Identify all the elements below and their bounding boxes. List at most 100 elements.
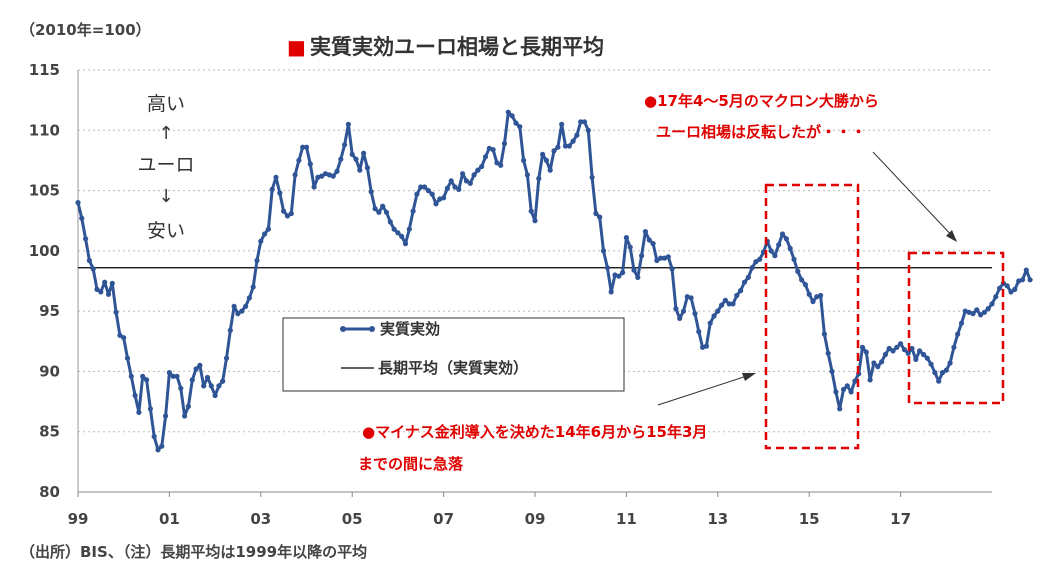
data-point — [433, 201, 439, 207]
data-point — [83, 236, 89, 242]
data-point — [665, 254, 671, 260]
data-point — [246, 295, 252, 301]
y-tick-label: 90 — [39, 362, 60, 380]
callout-negative-arrowhead — [742, 373, 756, 381]
data-point — [132, 392, 138, 399]
data-point — [753, 259, 759, 265]
data-point — [368, 189, 374, 195]
callout-negative-arrow — [657, 373, 754, 406]
data-point — [361, 150, 367, 156]
data-point — [875, 364, 881, 370]
data-point — [212, 392, 218, 399]
data-point — [593, 210, 599, 217]
data-point — [303, 144, 310, 150]
data-point — [524, 172, 531, 178]
data-point — [570, 138, 576, 144]
x-tick-label: 07 — [433, 510, 454, 528]
data-point — [414, 191, 420, 197]
data-point — [863, 349, 869, 355]
data-point — [810, 298, 816, 305]
data-point — [562, 143, 569, 149]
legend-label-average: 長期平均（実質実効） — [378, 359, 528, 377]
data-point — [441, 195, 447, 201]
data-point — [642, 229, 649, 235]
data-point — [140, 373, 146, 379]
data-point — [376, 209, 382, 215]
data-point — [254, 257, 260, 264]
data-point — [269, 186, 275, 192]
data-point — [204, 374, 211, 381]
callout-macron-line2: ユーロ相場は反転したが・・・ — [656, 123, 866, 141]
data-point — [307, 161, 313, 167]
data-point — [943, 367, 949, 373]
data-point — [182, 413, 188, 419]
data-point — [170, 373, 176, 379]
data-point — [901, 347, 908, 353]
data-point — [105, 291, 112, 297]
data-point — [479, 163, 485, 170]
data-point — [688, 295, 694, 301]
data-point — [342, 142, 348, 148]
data-point — [947, 360, 953, 366]
data-point — [136, 409, 142, 415]
data-point — [262, 231, 268, 237]
data-point — [456, 186, 462, 192]
callout-macron-line1: ●17年4～5月のマクロン大勝から — [644, 92, 879, 110]
data-point — [243, 303, 249, 309]
data-point — [623, 235, 630, 241]
data-point — [98, 289, 104, 295]
data-point — [848, 389, 854, 395]
data-point — [121, 335, 127, 341]
data-point — [296, 157, 302, 163]
data-point — [917, 348, 923, 354]
data-point — [555, 144, 561, 150]
data-point — [600, 248, 607, 254]
data-point — [402, 241, 409, 247]
data-point — [399, 233, 405, 239]
data-point — [147, 406, 153, 412]
data-point — [113, 309, 119, 315]
data-point — [581, 119, 588, 125]
data-point — [300, 144, 306, 150]
side-annotation-middle: ユーロ — [137, 154, 194, 176]
unit-note: （2010年=100） — [20, 21, 151, 39]
data-point — [597, 214, 603, 220]
data-point — [726, 301, 732, 307]
data-point — [467, 180, 473, 186]
data-point — [422, 184, 428, 190]
data-point — [117, 332, 123, 338]
data-point — [905, 350, 911, 356]
side-annotation-up-arrow: ↑ — [158, 123, 173, 144]
data-point — [284, 213, 291, 219]
data-point — [460, 171, 466, 177]
x-tick-label: 15 — [799, 510, 820, 528]
x-axis: 99 01 03 05 07 09 11 13 15 17 — [68, 492, 911, 528]
data-point — [1027, 277, 1033, 283]
side-annotation-top: 高い — [147, 93, 185, 115]
data-point — [783, 236, 790, 242]
data-point — [372, 206, 378, 212]
data-point — [882, 351, 889, 358]
data-point — [201, 383, 207, 389]
callout-negative-line1: ●マイナス金利導入を決めた14年6月から15年3月 — [362, 423, 707, 441]
data-point — [730, 301, 736, 307]
data-point — [981, 309, 988, 315]
data-point — [185, 403, 191, 409]
data-point — [102, 279, 108, 285]
data-point — [650, 241, 656, 247]
data-point — [128, 373, 134, 379]
data-point — [490, 147, 496, 153]
data-point — [319, 173, 325, 179]
data-point — [669, 266, 675, 272]
data-point — [680, 308, 687, 314]
x-tick-label: 11 — [616, 510, 637, 528]
highlight-box-2014-2015 — [764, 183, 860, 450]
data-point — [208, 383, 214, 389]
data-point — [795, 268, 801, 274]
data-point — [639, 253, 645, 259]
data-point — [673, 306, 679, 312]
data-point — [585, 127, 591, 133]
data-point — [159, 443, 165, 449]
data-point — [886, 345, 892, 352]
data-point — [970, 311, 976, 317]
